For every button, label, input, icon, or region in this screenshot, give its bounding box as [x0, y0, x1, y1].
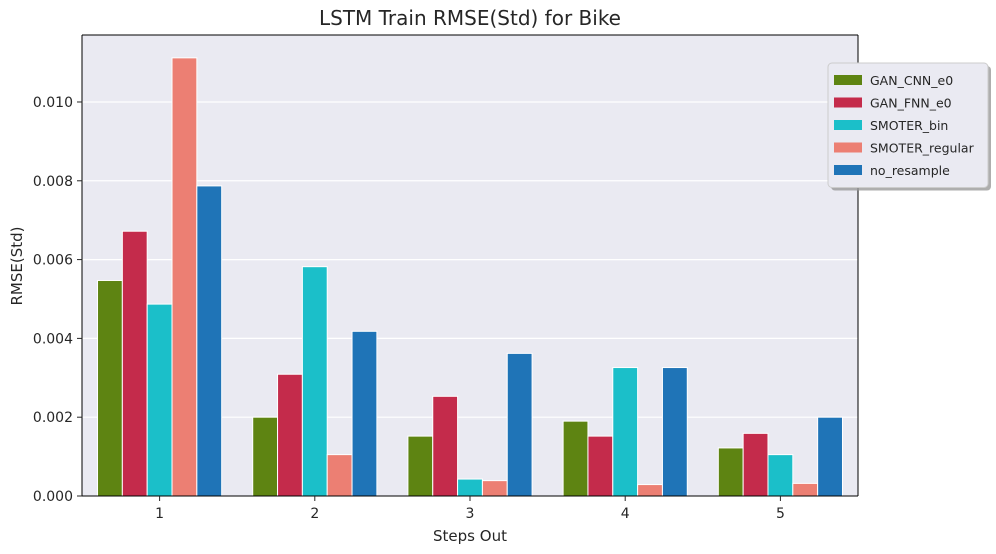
legend-label: GAN_FNN_e0 — [870, 96, 952, 111]
legend-label: SMOTER_bin — [870, 118, 948, 133]
bar-SMOTER_bin — [146, 303, 173, 497]
y-tick-label: 0.008 — [33, 174, 73, 190]
y-tick-label: 0.004 — [33, 331, 73, 347]
legend-label: no_resample — [870, 163, 950, 178]
bar-SMOTER_regular — [171, 57, 198, 497]
legend-swatch — [834, 75, 862, 85]
bar-GAN_FNN_e0 — [432, 395, 459, 497]
bar-GAN_FNN_e0 — [121, 230, 148, 497]
bars — [97, 57, 843, 497]
bar-GAN_CNN_e0 — [562, 420, 589, 497]
chart-title: LSTM Train RMSE(Std) for Bike — [319, 6, 621, 30]
bar-GAN_CNN_e0 — [717, 447, 744, 497]
bar-no_resample — [506, 352, 533, 497]
y-ticks: 0.000 0.002 0.004 0.006 0.008 0.010 — [33, 95, 82, 505]
x-ticks: 1 2 3 4 5 — [155, 496, 785, 522]
x-tick-label: 1 — [155, 506, 164, 522]
x-axis-label: Steps Out — [433, 527, 507, 545]
y-tick-label: 0.000 — [33, 489, 73, 505]
x-tick-label: 5 — [776, 506, 785, 522]
bar-GAN_FNN_e0 — [587, 435, 614, 497]
x-tick-label: 4 — [621, 506, 630, 522]
legend-swatch — [834, 142, 862, 153]
x-tick-label: 2 — [310, 506, 319, 522]
bar-no_resample — [351, 330, 378, 497]
legend-label: SMOTER_regular — [870, 141, 975, 156]
y-tick-label: 0.010 — [33, 95, 73, 111]
legend-swatch — [834, 97, 862, 108]
bar-GAN_FNN_e0 — [742, 432, 769, 497]
bar-SMOTER_regular — [792, 482, 819, 497]
bar-GAN_CNN_e0 — [407, 435, 434, 497]
bar-GAN_CNN_e0 — [97, 279, 123, 497]
bar-no_resample — [196, 185, 223, 497]
bar-SMOTER_bin — [301, 266, 328, 497]
bar-SMOTER_bin — [612, 367, 639, 497]
y-tick-label: 0.006 — [33, 253, 73, 269]
bar-SMOTER_regular — [637, 484, 663, 497]
bar-SMOTER_regular — [481, 480, 508, 497]
legend-swatch — [834, 165, 862, 175]
bar-no_resample — [817, 416, 843, 497]
legend: GAN_CNN_e0 GAN_FNN_e0 SMOTER_bin SMOTER_reg… — [827, 62, 991, 191]
bar-no_resample — [661, 367, 688, 497]
bar-SMOTER_regular — [326, 454, 353, 497]
y-tick-label: 0.002 — [33, 410, 73, 426]
y-axis-label: RMSE(Std) — [8, 227, 26, 306]
bar-GAN_CNN_e0 — [252, 416, 279, 497]
legend-label: GAN_CNN_e0 — [870, 73, 953, 88]
legend-box — [827, 62, 989, 188]
bar-GAN_FNN_e0 — [277, 373, 303, 497]
legend-swatch — [834, 120, 862, 130]
x-tick-label: 3 — [466, 506, 475, 522]
bar-SMOTER_bin — [767, 454, 794, 497]
bar-SMOTER_bin — [457, 478, 483, 497]
